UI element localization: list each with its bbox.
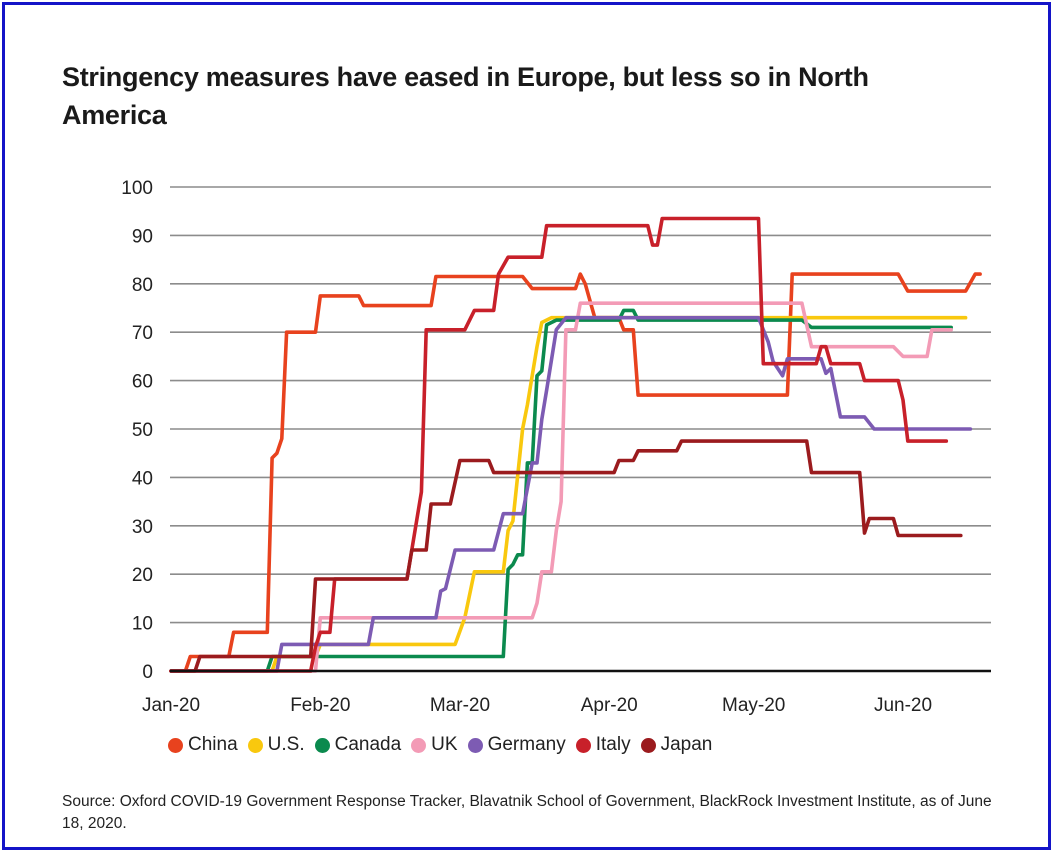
legend-label: Canada [334, 734, 402, 755]
legend-label: China [188, 734, 238, 755]
x-tick-label: Mar-20 [430, 695, 490, 716]
x-tick-label: Feb-20 [290, 695, 350, 716]
series-line-uk [169, 301, 953, 673]
series-lines [169, 216, 982, 673]
gridlines [170, 186, 991, 624]
series-line-japan [169, 439, 963, 673]
y-tick-label: 90 [132, 226, 153, 247]
legend-item: Japan [640, 734, 713, 756]
legend-label: Japan [660, 734, 713, 755]
legend-item: Italy [575, 734, 631, 756]
legend-item: China [168, 734, 238, 756]
series-line-china [169, 272, 982, 673]
legend-label: U.S. [267, 734, 305, 755]
chart-legend: China U.S. Canada UK Germany Italy Japan [168, 734, 712, 756]
y-tick-label: 50 [132, 420, 153, 441]
series-line-italy [169, 216, 949, 673]
y-axis-ticks: 0 10 20 30 40 50 60 70 80 90 100 [121, 178, 153, 683]
y-tick-label: 60 [132, 372, 153, 393]
y-tick-label: 100 [121, 178, 153, 199]
legend-item: Canada [314, 734, 402, 756]
y-tick-label: 70 [132, 323, 153, 344]
legend-dot-icon [314, 737, 330, 753]
series-line-us [169, 315, 968, 673]
legend-label: Italy [595, 734, 631, 755]
x-axis-ticks: Jan-20 Feb-20 Mar-20 Apr-20 May-20 Jun-20 [142, 695, 932, 716]
legend-dot-icon [575, 737, 591, 753]
y-tick-label: 80 [132, 275, 153, 296]
legend-dot-icon [467, 737, 483, 753]
legend-item: Germany [467, 734, 566, 756]
chart-title: Stringency measures have eased in Europe… [62, 62, 869, 130]
series-line-germany [169, 315, 973, 673]
y-tick-label: 20 [132, 565, 153, 586]
x-tick-label: May-20 [722, 695, 785, 716]
x-tick-label: Jun-20 [874, 695, 932, 716]
legend-item: U.S. [247, 734, 305, 756]
y-tick-label: 10 [132, 614, 153, 635]
x-tick-label: Apr-20 [581, 695, 638, 716]
x-tick-label: Jan-20 [142, 695, 200, 716]
legend-dot-icon [247, 737, 263, 753]
y-tick-label: 40 [132, 468, 153, 489]
y-tick-label: 30 [132, 517, 153, 538]
legend-dot-icon [640, 737, 656, 753]
legend-label: UK [431, 734, 458, 755]
y-tick-label: 0 [142, 662, 153, 683]
source-note: Source: Oxford COVID-19 Government Respo… [62, 793, 992, 832]
legend-item: UK [411, 734, 458, 756]
legend-dot-icon [411, 737, 427, 753]
legend-dot-icon [168, 737, 183, 753]
legend-label: Germany [487, 734, 566, 755]
